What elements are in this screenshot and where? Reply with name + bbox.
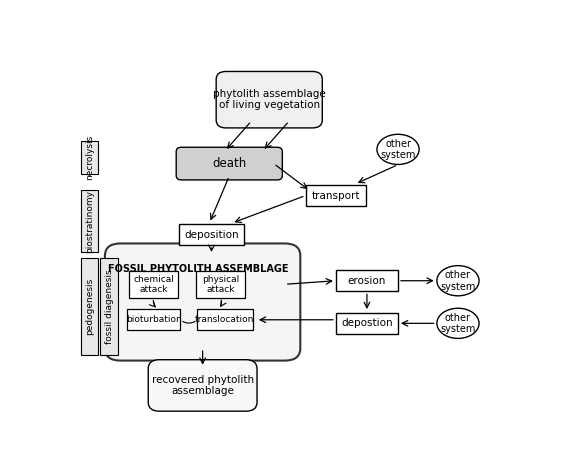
Text: depostion: depostion	[341, 319, 393, 328]
Text: recovered phytolith
assemblage: recovered phytolith assemblage	[152, 375, 254, 396]
FancyBboxPatch shape	[336, 270, 398, 291]
Text: death: death	[212, 157, 246, 170]
Text: chemical
attack: chemical attack	[134, 275, 174, 294]
FancyBboxPatch shape	[196, 271, 245, 298]
Text: transport: transport	[312, 190, 360, 201]
FancyBboxPatch shape	[105, 243, 300, 361]
Ellipse shape	[437, 308, 479, 338]
Text: necrolysis: necrolysis	[85, 135, 94, 180]
Text: other
system: other system	[440, 313, 476, 334]
Text: biostratinomy: biostratinomy	[85, 190, 94, 253]
Text: bioturbation: bioturbation	[126, 315, 182, 324]
Text: fossil diagenesis: fossil diagenesis	[105, 269, 114, 344]
FancyBboxPatch shape	[216, 71, 322, 128]
FancyBboxPatch shape	[127, 309, 180, 331]
FancyBboxPatch shape	[306, 185, 366, 206]
Text: other
system: other system	[440, 270, 476, 291]
Ellipse shape	[437, 266, 479, 296]
Text: erosion: erosion	[348, 276, 386, 286]
FancyBboxPatch shape	[80, 190, 99, 252]
FancyBboxPatch shape	[80, 141, 99, 174]
FancyBboxPatch shape	[176, 147, 282, 180]
FancyBboxPatch shape	[179, 224, 244, 245]
FancyBboxPatch shape	[80, 258, 99, 355]
Text: pedogenesis: pedogenesis	[85, 278, 94, 335]
Text: FOSSIL PHYTOLITH ASSEMBLAGE: FOSSIL PHYTOLITH ASSEMBLAGE	[108, 264, 288, 274]
FancyBboxPatch shape	[129, 271, 178, 298]
Text: other
system: other system	[380, 139, 415, 160]
FancyBboxPatch shape	[100, 258, 118, 355]
Text: translocation: translocation	[195, 315, 254, 324]
FancyBboxPatch shape	[148, 360, 257, 411]
Text: phytolith assemblage
of living vegetation: phytolith assemblage of living vegetatio…	[213, 89, 325, 111]
Text: deposition: deposition	[184, 230, 239, 240]
Ellipse shape	[377, 134, 419, 165]
Text: physical
attack: physical attack	[202, 275, 239, 294]
FancyBboxPatch shape	[197, 309, 253, 331]
FancyBboxPatch shape	[336, 313, 398, 334]
